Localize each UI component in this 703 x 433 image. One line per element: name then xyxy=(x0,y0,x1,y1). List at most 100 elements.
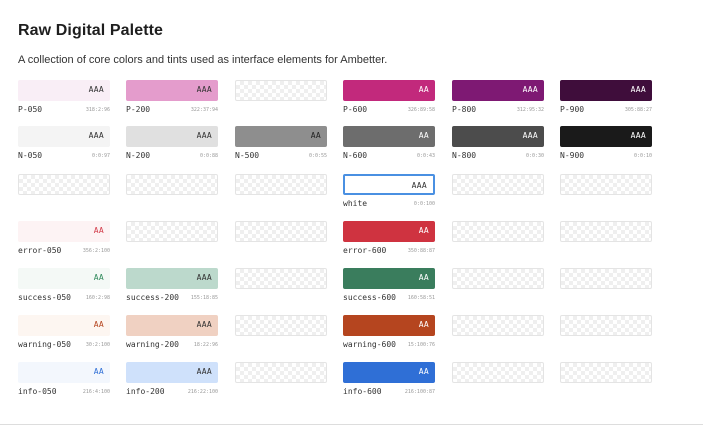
contrast-grade: AAA xyxy=(411,181,427,190)
color-name: P-200 xyxy=(126,105,151,114)
color-swatch: AA xyxy=(343,362,435,383)
color-name: info-050 xyxy=(18,387,57,396)
color-cell-success-050: AA success-050 160:2:98 xyxy=(18,268,110,314)
contrast-grade: AAA xyxy=(196,85,212,94)
contrast-grade: AAA xyxy=(522,131,538,140)
color-name: success-600 xyxy=(343,293,396,302)
contrast-grade: AA xyxy=(93,273,104,282)
contrast-grade: AA xyxy=(93,226,104,235)
color-swatch: AAA xyxy=(452,80,544,101)
empty-swatch xyxy=(126,221,218,242)
color-cell-success-200: AAA success-200 155:18:85 xyxy=(126,268,218,314)
color-cell-p-200: AAA P-200 322:37:94 xyxy=(126,80,218,126)
color-name: warning-600 xyxy=(343,340,396,349)
empty-swatch xyxy=(452,362,544,383)
color-cell-warning-050: AA warning-050 30:2:100 xyxy=(18,315,110,361)
color-value: 0:0:88 xyxy=(199,153,218,159)
empty-swatch xyxy=(18,174,110,195)
color-cell-warning-600: AA warning-600 15:100:76 xyxy=(343,315,435,361)
color-cell-white: AAA white 0:0:100 xyxy=(343,174,435,220)
color-swatch: AAA xyxy=(18,80,110,101)
color-name: error-050 xyxy=(18,246,62,255)
empty-swatch xyxy=(235,268,327,289)
color-swatch: AA xyxy=(18,362,110,383)
color-value: 216:22:100 xyxy=(187,389,218,395)
color-value: 0:0:55 xyxy=(308,153,327,159)
color-cell-n-500: AA N-500 0:0:55 xyxy=(235,126,327,172)
color-name: success-200 xyxy=(126,293,179,302)
color-value: 0:0:43 xyxy=(416,153,435,159)
empty-cell xyxy=(452,221,544,267)
color-swatch: AA xyxy=(343,126,435,147)
empty-cell xyxy=(452,174,544,220)
color-cell-p-050: AAA P-050 318:2:96 xyxy=(18,80,110,126)
color-value: 0:0:97 xyxy=(91,153,110,159)
color-name: success-050 xyxy=(18,293,71,302)
empty-cell xyxy=(560,362,652,408)
empty-cell xyxy=(126,221,218,267)
empty-cell xyxy=(235,174,327,220)
color-name: info-600 xyxy=(343,387,382,396)
color-name: warning-050 xyxy=(18,340,71,349)
contrast-grade: AAA xyxy=(630,131,646,140)
empty-swatch xyxy=(235,80,327,101)
contrast-grade: AA xyxy=(93,367,104,376)
color-name: P-900 xyxy=(560,105,585,114)
color-cell-info-050: AA info-050 216:4:100 xyxy=(18,362,110,408)
empty-cell xyxy=(560,315,652,361)
contrast-grade: AAA xyxy=(196,320,212,329)
color-name: info-200 xyxy=(126,387,165,396)
empty-cell xyxy=(560,174,652,220)
color-swatch: AA xyxy=(18,315,110,336)
color-swatch: AAA xyxy=(18,126,110,147)
contrast-grade: AA xyxy=(418,226,429,235)
color-name: N-600 xyxy=(343,151,368,160)
contrast-grade: AA xyxy=(310,131,321,140)
color-value: 160:58:51 xyxy=(407,295,435,301)
color-value: 15:100:76 xyxy=(407,342,435,348)
color-value: 30:2:100 xyxy=(85,342,110,348)
color-swatch: AA xyxy=(343,268,435,289)
bottom-divider xyxy=(0,424,703,425)
color-swatch: AAA xyxy=(126,80,218,101)
empty-cell xyxy=(235,315,327,361)
color-cell-p-900: AAA P-900 305:88:27 xyxy=(560,80,652,126)
color-value: 216:4:100 xyxy=(82,389,110,395)
empty-cell xyxy=(560,221,652,267)
empty-cell xyxy=(126,174,218,220)
empty-swatch xyxy=(560,362,652,383)
color-cell-n-200: AAA N-200 0:0:88 xyxy=(126,126,218,172)
color-cell-n-600: AA N-600 0:0:43 xyxy=(343,126,435,172)
color-cell-n-050: AAA N-050 0:0:97 xyxy=(18,126,110,172)
empty-swatch xyxy=(452,268,544,289)
contrast-grade: AAA xyxy=(196,273,212,282)
contrast-grade: AAA xyxy=(196,131,212,140)
contrast-grade: AA xyxy=(418,320,429,329)
empty-cell xyxy=(452,268,544,314)
empty-swatch xyxy=(560,174,652,195)
color-cell-info-600: AA info-600 216:100:87 xyxy=(343,362,435,408)
empty-swatch xyxy=(235,315,327,336)
color-value: 0:0:10 xyxy=(633,153,652,159)
color-value: 0:0:100 xyxy=(413,201,435,207)
color-swatch: AAA xyxy=(126,362,218,383)
color-name: N-500 xyxy=(235,151,260,160)
contrast-grade: AA xyxy=(418,131,429,140)
color-swatch: AAA xyxy=(560,126,652,147)
contrast-grade: AA xyxy=(418,85,429,94)
empty-swatch xyxy=(235,362,327,383)
color-value: 155:18:85 xyxy=(190,295,218,301)
contrast-grade: AA xyxy=(93,320,104,329)
empty-cell xyxy=(18,174,110,220)
color-swatch: AAA xyxy=(560,80,652,101)
empty-swatch xyxy=(452,221,544,242)
color-name: P-800 xyxy=(452,105,477,114)
page-title: Raw Digital Palette xyxy=(18,22,164,39)
color-value: 312:95:32 xyxy=(516,107,544,113)
color-value: 160:2:98 xyxy=(85,295,110,301)
color-name: P-050 xyxy=(18,105,43,114)
color-cell-n-800: AAA N-800 0:0:30 xyxy=(452,126,544,172)
color-name: N-200 xyxy=(126,151,151,160)
contrast-grade: AAA xyxy=(522,85,538,94)
color-swatch: AAA xyxy=(126,126,218,147)
